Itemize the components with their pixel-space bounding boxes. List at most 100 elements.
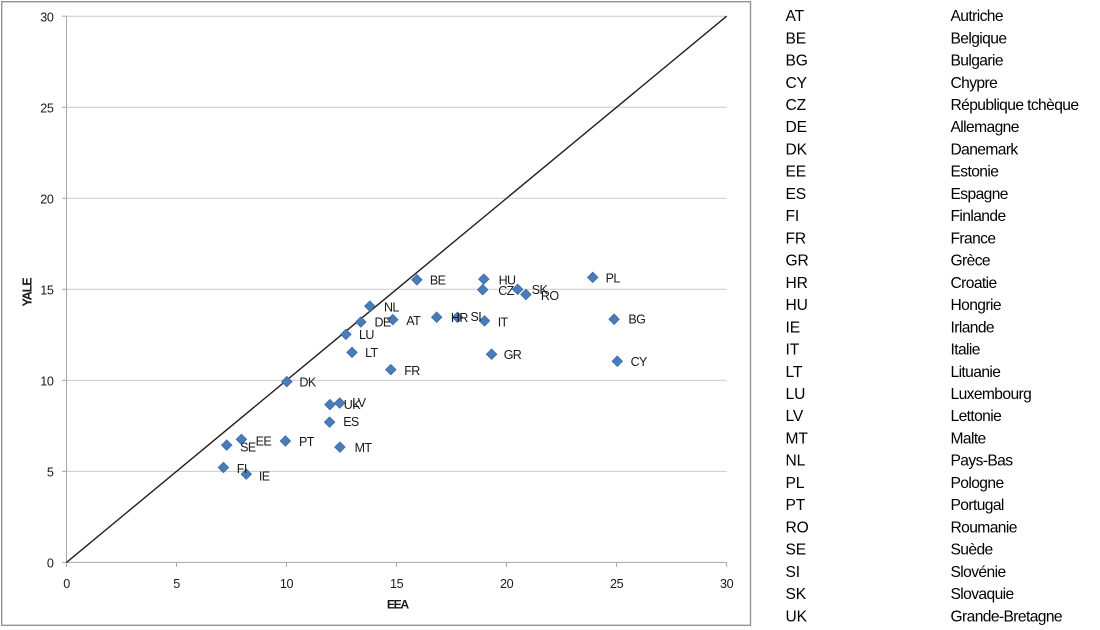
svg-text:5: 5 bbox=[47, 466, 54, 480]
svg-text:GR: GR bbox=[504, 348, 522, 362]
svg-text:YALE: YALE bbox=[21, 278, 35, 307]
svg-text:BG: BG bbox=[786, 53, 808, 70]
svg-text:BG: BG bbox=[628, 313, 645, 327]
svg-text:Espagne: Espagne bbox=[951, 186, 1008, 203]
svg-text:Belgique: Belgique bbox=[951, 30, 1007, 47]
svg-text:DE: DE bbox=[786, 119, 807, 136]
svg-text:LT: LT bbox=[786, 364, 803, 381]
svg-text:SK: SK bbox=[786, 586, 807, 603]
svg-text:Portugal: Portugal bbox=[951, 497, 1004, 514]
svg-text:DE: DE bbox=[375, 316, 391, 330]
svg-text:EE: EE bbox=[786, 164, 807, 181]
svg-text:SE: SE bbox=[240, 440, 256, 454]
svg-text:AT: AT bbox=[406, 314, 421, 328]
svg-text:Malte: Malte bbox=[951, 431, 986, 448]
svg-text:25: 25 bbox=[610, 577, 624, 591]
svg-text:IE: IE bbox=[786, 319, 801, 336]
svg-text:Grèce: Grèce bbox=[951, 253, 990, 270]
svg-text:CZ: CZ bbox=[498, 284, 514, 298]
svg-text:SI: SI bbox=[786, 564, 801, 581]
svg-text:10: 10 bbox=[280, 577, 294, 591]
svg-text:NL: NL bbox=[384, 300, 399, 314]
svg-text:SE: SE bbox=[786, 542, 807, 559]
svg-text:20: 20 bbox=[40, 193, 54, 207]
svg-text:HR: HR bbox=[451, 311, 468, 325]
svg-text:Irlande: Irlande bbox=[951, 319, 994, 336]
svg-text:DK: DK bbox=[786, 142, 808, 159]
svg-text:Lettonie: Lettonie bbox=[951, 408, 1002, 425]
svg-text:EEA: EEA bbox=[387, 597, 409, 611]
svg-text:Pologne: Pologne bbox=[951, 475, 1004, 492]
svg-text:GR: GR bbox=[786, 253, 809, 270]
svg-text:Slovaquie: Slovaquie bbox=[951, 586, 1014, 603]
svg-text:5: 5 bbox=[173, 577, 180, 591]
svg-text:LU: LU bbox=[359, 328, 374, 342]
svg-text:25: 25 bbox=[40, 101, 54, 115]
svg-text:République tchèque: République tchèque bbox=[951, 97, 1079, 114]
svg-text:CY: CY bbox=[631, 355, 648, 369]
svg-text:Pays-Bas: Pays-Bas bbox=[951, 453, 1014, 470]
svg-text:UK: UK bbox=[344, 398, 361, 412]
svg-text:HR: HR bbox=[786, 275, 808, 292]
svg-text:Italie: Italie bbox=[951, 342, 980, 359]
svg-text:PL: PL bbox=[606, 271, 621, 285]
svg-text:FI: FI bbox=[237, 462, 247, 476]
svg-text:SK: SK bbox=[532, 283, 549, 297]
svg-text:LV: LV bbox=[786, 408, 804, 425]
svg-text:LT: LT bbox=[365, 346, 378, 360]
svg-text:ES: ES bbox=[786, 186, 807, 203]
svg-text:MT: MT bbox=[786, 431, 809, 448]
svg-text:BE: BE bbox=[786, 30, 807, 47]
svg-text:FI: FI bbox=[786, 208, 800, 225]
svg-text:Slovénie: Slovénie bbox=[951, 564, 1006, 581]
svg-text:France: France bbox=[951, 230, 996, 247]
svg-text:IE: IE bbox=[259, 470, 270, 484]
svg-text:Grande-Bretagne: Grande-Bretagne bbox=[951, 608, 1063, 625]
svg-text:CZ: CZ bbox=[786, 97, 807, 114]
svg-text:SI: SI bbox=[471, 310, 482, 324]
svg-text:Allemagne: Allemagne bbox=[951, 119, 1019, 136]
svg-text:Suède: Suède bbox=[951, 542, 993, 559]
svg-text:Croatie: Croatie bbox=[951, 275, 997, 292]
svg-text:UK: UK bbox=[786, 608, 808, 625]
svg-text:Finlande: Finlande bbox=[951, 208, 1006, 225]
svg-text:0: 0 bbox=[63, 577, 70, 591]
svg-text:Hongrie: Hongrie bbox=[951, 297, 1001, 314]
svg-text:Luxembourg: Luxembourg bbox=[951, 386, 1032, 403]
svg-text:Lituanie: Lituanie bbox=[951, 364, 1001, 381]
svg-text:ES: ES bbox=[343, 415, 359, 429]
svg-text:IT: IT bbox=[498, 315, 509, 329]
svg-text:Bulgarie: Bulgarie bbox=[951, 53, 1003, 70]
svg-text:15: 15 bbox=[40, 284, 54, 298]
svg-text:PT: PT bbox=[299, 435, 315, 449]
svg-text:RO: RO bbox=[541, 289, 559, 303]
svg-text:PT: PT bbox=[786, 497, 806, 514]
svg-text:LV: LV bbox=[352, 396, 366, 410]
svg-text:10: 10 bbox=[40, 375, 54, 389]
svg-text:IT: IT bbox=[786, 342, 800, 359]
svg-text:BE: BE bbox=[430, 274, 446, 288]
svg-text:Danemark: Danemark bbox=[951, 142, 1019, 159]
svg-text:RO: RO bbox=[786, 519, 809, 536]
svg-text:Estonie: Estonie bbox=[951, 164, 999, 181]
svg-text:NL: NL bbox=[786, 453, 806, 470]
svg-text:CY: CY bbox=[786, 75, 808, 92]
svg-text:PL: PL bbox=[786, 475, 805, 492]
svg-text:Chypre: Chypre bbox=[951, 75, 998, 92]
svg-text:FR: FR bbox=[786, 230, 807, 247]
svg-text:30: 30 bbox=[40, 10, 54, 24]
svg-text:Roumanie: Roumanie bbox=[951, 519, 1017, 536]
svg-text:EE: EE bbox=[256, 434, 272, 448]
svg-text:AT: AT bbox=[786, 8, 805, 25]
svg-text:0: 0 bbox=[47, 557, 54, 571]
svg-text:LU: LU bbox=[786, 386, 806, 403]
svg-text:20: 20 bbox=[500, 577, 514, 591]
svg-text:HU: HU bbox=[786, 297, 808, 314]
svg-text:15: 15 bbox=[390, 577, 404, 591]
svg-text:DK: DK bbox=[299, 375, 316, 389]
svg-text:FR: FR bbox=[404, 364, 420, 378]
svg-text:MT: MT bbox=[355, 441, 373, 455]
svg-text:HU: HU bbox=[499, 274, 516, 288]
svg-text:Autriche: Autriche bbox=[951, 8, 1003, 25]
svg-text:30: 30 bbox=[720, 577, 734, 591]
